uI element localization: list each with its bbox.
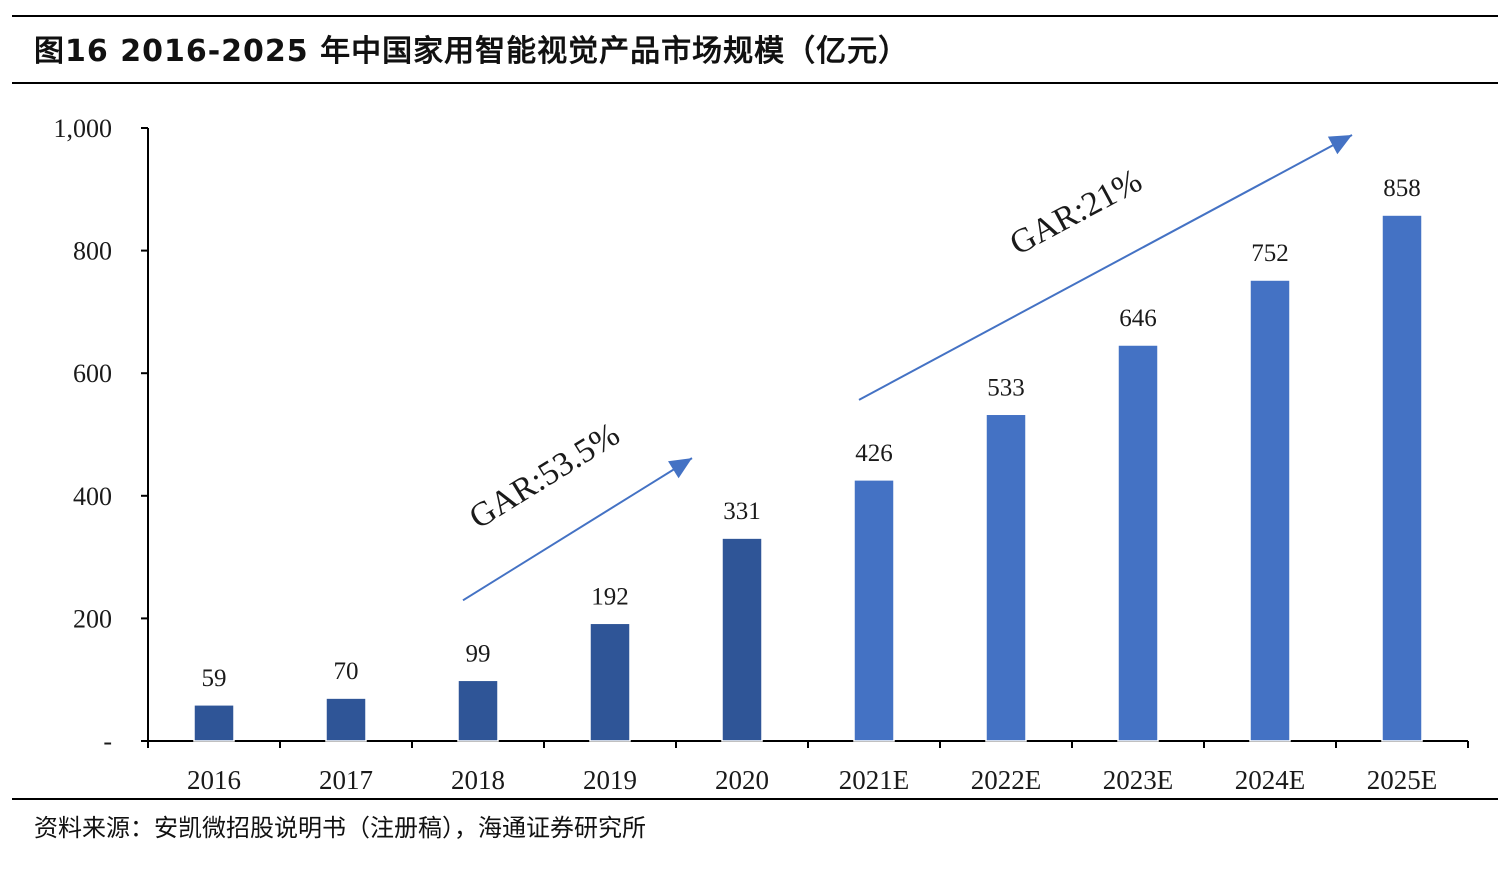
trend-arrow-line (462, 457, 693, 602)
y-tick-label: 400 (73, 482, 112, 511)
value-label: 59 (202, 665, 227, 692)
bar-2016 (193, 704, 235, 742)
value-label: 192 (591, 583, 629, 610)
x-tick-label: 2024E (1235, 765, 1306, 795)
x-tick-label: 2022E (971, 765, 1042, 795)
value-label: 99 (466, 640, 491, 667)
bar-2023E (1117, 344, 1159, 742)
x-tick-label: 2018 (451, 765, 505, 795)
trend-arrow-head (668, 458, 692, 479)
bar-2024E (1249, 279, 1291, 742)
x-tick-label: 2025E (1367, 765, 1438, 795)
figure-title: 图16 2016-2025 年中国家用智能视觉产品市场规模（亿元） (34, 34, 910, 69)
value-label: 426 (855, 440, 893, 467)
bar-2018 (457, 679, 499, 742)
title-rule (12, 82, 1498, 84)
y-tick-label: 600 (73, 359, 112, 388)
cagr-label: GAR:21% (1004, 162, 1148, 263)
x-tick-label: 2017 (319, 765, 373, 795)
bar-2022E (985, 413, 1027, 742)
x-axis: 2016 2017 2018 2019 2020 2021E 2022E 2023E 2024E… (147, 740, 1469, 795)
trend-arrow-line (858, 134, 1353, 401)
bar-2021E (853, 479, 895, 742)
bar-2017 (325, 697, 367, 742)
y-tick-label: - (103, 727, 112, 756)
cagr-annotations: GAR:53.5% GAR:21% (462, 134, 1353, 602)
top-rule (12, 15, 1498, 17)
y-tick-label: 1,000 (54, 114, 113, 143)
value-label: 70 (334, 658, 359, 685)
y-tick-label: 200 (73, 604, 112, 633)
trend-arrow-head (1327, 135, 1352, 155)
y-axis: - 200 400 600 800 1,000 (54, 114, 149, 756)
source-note: 资料来源：安凯微招股说明书（注册稿），海通证券研究所 (34, 814, 646, 842)
bottom-rule (12, 798, 1498, 800)
value-label: 331 (723, 498, 761, 525)
bars (193, 214, 1423, 742)
x-tick-label: 2021E (839, 765, 910, 795)
x-tick-label: 2020 (715, 765, 769, 795)
bar-2019 (589, 622, 631, 742)
value-labels: 59 70 99 192 331 426 533 646 752 858 (202, 175, 1421, 692)
x-tick-label: 2016 (187, 765, 241, 795)
value-label: 752 (1251, 240, 1289, 267)
bar-2025E (1381, 214, 1423, 742)
value-label: 646 (1119, 305, 1157, 332)
value-label: 533 (987, 374, 1025, 401)
x-tick-label: 2019 (583, 765, 637, 795)
bar-2020 (721, 537, 763, 742)
x-tick-label: 2023E (1103, 765, 1174, 795)
value-label: 858 (1383, 175, 1421, 202)
y-tick-label: 800 (73, 237, 112, 266)
cagr-label: GAR:53.5% (463, 416, 626, 537)
